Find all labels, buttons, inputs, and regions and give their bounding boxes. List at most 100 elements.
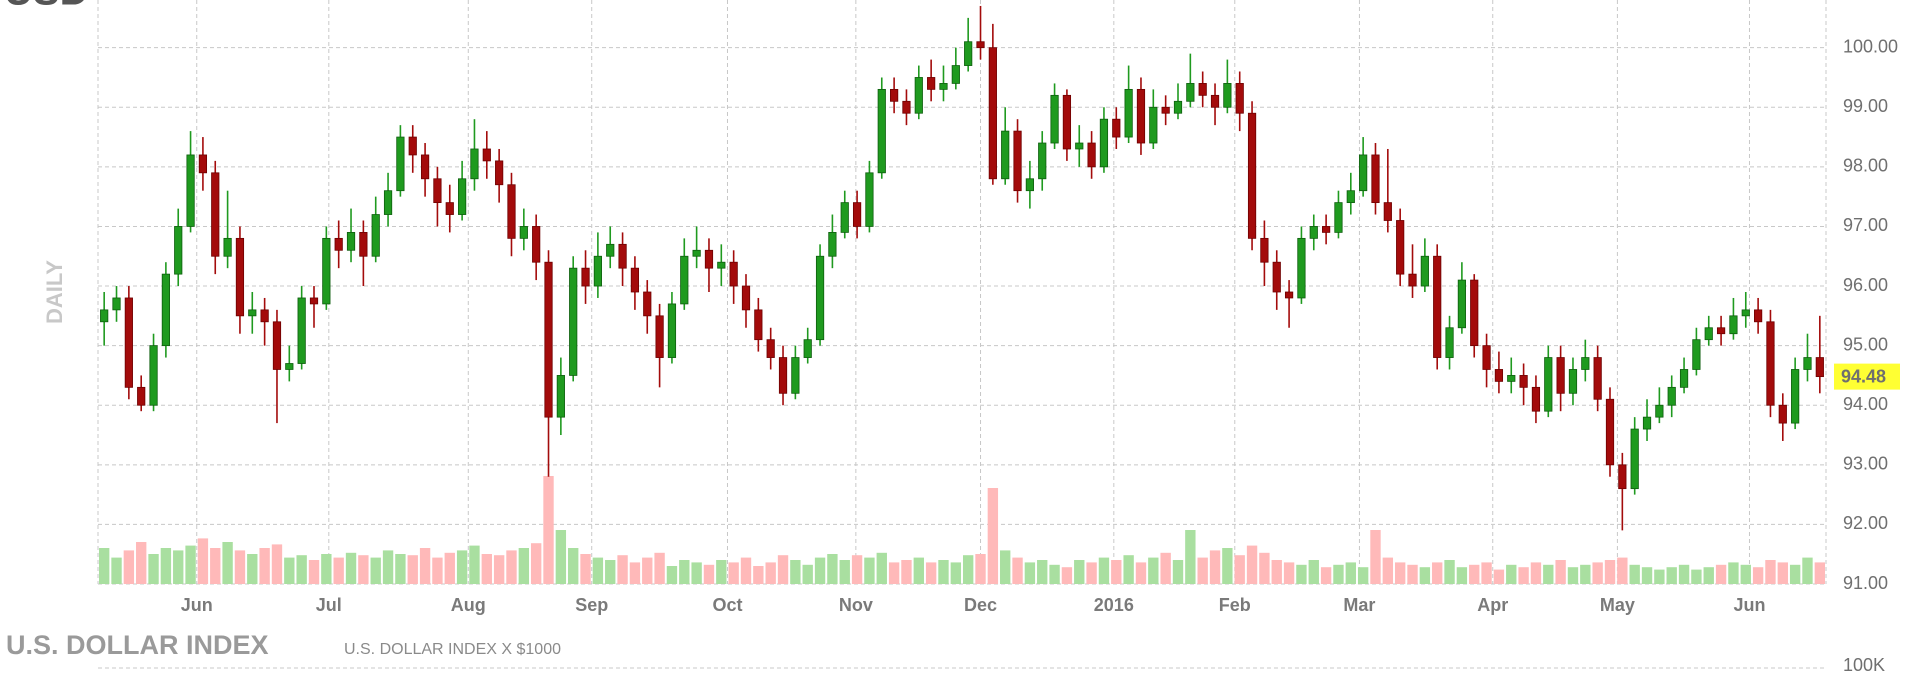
candle-body: [1087, 142, 1096, 168]
candle-body: [1013, 130, 1022, 192]
volume-bar: [1000, 550, 1011, 584]
candle-body: [1235, 83, 1244, 114]
volume-bar: [654, 552, 665, 584]
volume-bar: [1432, 562, 1443, 584]
volume-bar: [1049, 564, 1060, 584]
x-tick-label: May: [1600, 595, 1635, 615]
x-tick-label: Jul: [316, 595, 342, 615]
volume-bar: [1407, 564, 1418, 584]
x-tick-label: Aug: [451, 595, 486, 615]
candle-body: [581, 267, 590, 287]
volume-bar: [1802, 557, 1813, 584]
volume-bar: [210, 548, 221, 584]
x-tick-label: Dec: [964, 595, 997, 615]
volume-bar: [321, 554, 332, 584]
candle-body: [939, 83, 948, 90]
candle-body: [248, 309, 257, 317]
volume-bar: [1086, 562, 1097, 584]
candle-body: [606, 243, 615, 257]
volume-bar: [432, 557, 443, 584]
candle-body: [1803, 357, 1812, 370]
candle-body: [124, 297, 133, 388]
candle-body: [1556, 357, 1565, 394]
candle-body: [865, 172, 874, 227]
candle-body: [927, 77, 936, 90]
candle-body: [420, 154, 430, 180]
candle-body: [1198, 83, 1207, 96]
volume-bar: [1654, 569, 1665, 584]
volume-bar: [1172, 560, 1184, 584]
candle-body: [495, 160, 504, 186]
volume-bar: [296, 555, 307, 584]
candle-body: [1593, 357, 1602, 400]
y-tick-label: 97.00: [1843, 215, 1888, 235]
candle-body: [1778, 404, 1787, 424]
candle-body: [1297, 237, 1306, 299]
volume-bar: [1123, 555, 1134, 584]
candle-body: [778, 357, 788, 394]
candle-body: [1112, 118, 1121, 138]
candle-body: [1741, 309, 1750, 317]
volume-bar: [753, 566, 764, 584]
volume-bar: [1283, 562, 1295, 584]
candle-body: [359, 232, 368, 257]
volume-bar: [1567, 567, 1579, 584]
volume-bar: [728, 562, 739, 584]
volume-bar: [950, 562, 962, 584]
volume-bar: [1419, 567, 1431, 584]
volume-bar: [691, 562, 702, 584]
volume-bar: [1666, 567, 1677, 584]
candle-body: [1754, 309, 1763, 323]
candle-body: [741, 285, 751, 311]
candle-body: [297, 297, 306, 364]
candle-body: [149, 345, 158, 406]
candle-body: [1581, 357, 1590, 370]
volume-bar: [247, 554, 258, 584]
volume-bar: [1148, 557, 1159, 584]
candle-body: [322, 237, 331, 305]
candle-body: [630, 267, 640, 293]
volume-bar: [814, 557, 826, 584]
candle-body: [964, 41, 973, 66]
volume-bar: [876, 552, 887, 584]
volume-bar: [1481, 562, 1492, 584]
volume-bar: [1160, 552, 1171, 584]
volume-bar: [111, 557, 122, 584]
candle-body: [1531, 386, 1541, 412]
candle-body: [1507, 375, 1516, 382]
volume-bar: [802, 564, 813, 584]
candle-body: [1309, 226, 1318, 239]
x-tick-label: Sep: [575, 595, 608, 615]
volume-bar: [716, 560, 727, 584]
volume-bar: [827, 554, 838, 584]
candle-body: [667, 303, 677, 358]
candle-body: [1383, 202, 1392, 221]
lower-panel-subtitle: U.S. DOLLAR INDEX X $1000: [344, 641, 561, 658]
candle-body: [1519, 375, 1528, 388]
candle-body: [174, 226, 183, 275]
volume-bar: [1629, 564, 1640, 584]
volume-bar: [370, 557, 381, 584]
volume-bar: [136, 542, 147, 584]
volume-bar: [913, 557, 924, 584]
volume-bar: [1012, 557, 1023, 584]
volume-bar: [123, 550, 135, 584]
candle-body: [1075, 142, 1084, 150]
volume-bar: [1777, 562, 1788, 584]
candle-body: [223, 237, 232, 257]
volume-bar: [382, 550, 394, 584]
volume-bar: [1518, 567, 1529, 584]
candle-body: [1433, 255, 1442, 358]
lower-panel-title: U.S. DOLLAR INDEX: [6, 630, 269, 660]
candle-body: [1679, 369, 1689, 388]
candle-body: [1186, 83, 1195, 102]
volume-bar: [1098, 557, 1110, 584]
candle-body: [458, 178, 467, 215]
candle-body: [396, 136, 405, 192]
y-tick-label: 95.00: [1843, 334, 1888, 354]
volume-bar: [1296, 564, 1307, 584]
volume-bar: [1506, 564, 1517, 584]
volume-bar: [444, 552, 455, 584]
x-tick-label: Apr: [1477, 595, 1508, 615]
